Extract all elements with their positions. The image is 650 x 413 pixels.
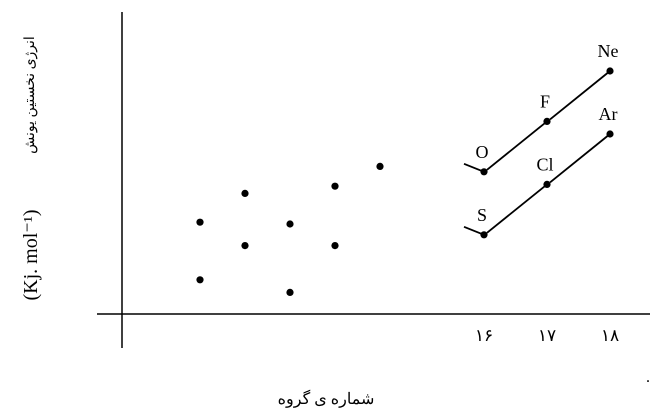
data-label-Ar: Ar bbox=[599, 104, 618, 124]
data-label-O: O bbox=[476, 142, 489, 162]
x-tick-label-18: ۱۸ bbox=[601, 326, 619, 345]
data-point-period3-3 bbox=[286, 288, 294, 296]
x-tick-label-17: ۱۷ bbox=[538, 326, 556, 345]
x-axis-label: شماره ی گروه bbox=[278, 389, 375, 408]
series-line-1-1 bbox=[486, 183, 548, 234]
data-point-period2-2 bbox=[241, 189, 249, 197]
data-point-period3-2 bbox=[241, 242, 249, 250]
data-point-period3-1 bbox=[196, 276, 204, 284]
stray-dot: . bbox=[646, 369, 650, 386]
data-point-period2-3 bbox=[286, 220, 294, 228]
y-axis-text-label: انرژی نخستین یونش bbox=[23, 36, 38, 154]
data-point-F bbox=[543, 117, 551, 125]
data-point-Cl bbox=[543, 180, 551, 188]
data-point-O bbox=[480, 168, 488, 176]
data-label-F: F bbox=[540, 91, 550, 111]
series-line-1-2 bbox=[549, 133, 611, 184]
data-point-period2-1 bbox=[196, 218, 204, 226]
data-point-period3-4 bbox=[331, 242, 339, 250]
data-point-S bbox=[480, 231, 488, 239]
data-point-Ar bbox=[606, 130, 614, 138]
series-line-2-1 bbox=[486, 120, 548, 171]
x-tick-label-16: ۱۶ bbox=[475, 326, 493, 345]
y-axis-unit-label: (Kj. mol⁻¹) bbox=[20, 210, 42, 301]
series-line-2-2 bbox=[549, 70, 611, 121]
data-point-period2-5 bbox=[376, 162, 384, 170]
data-point-Ne bbox=[606, 67, 614, 75]
data-label-S: S bbox=[477, 205, 487, 225]
data-point-period2-4 bbox=[331, 182, 339, 190]
data-label-Cl: Cl bbox=[536, 154, 553, 174]
data-label-Ne: Ne bbox=[598, 41, 619, 61]
